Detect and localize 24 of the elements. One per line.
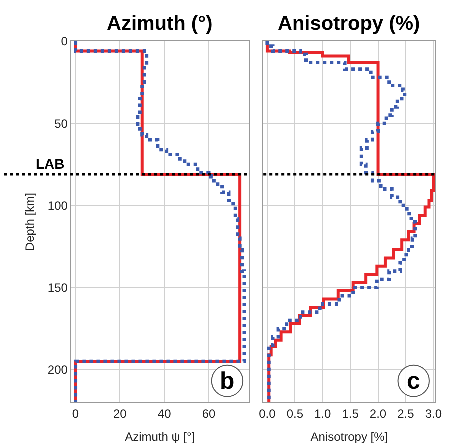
y-tick-label: 0 <box>61 34 68 49</box>
annotation: b <box>220 368 235 395</box>
x-tick-label: 2.0 <box>370 407 387 422</box>
x-tick-label: 1.5 <box>342 407 360 422</box>
chart-title: Anisotropy (%) <box>278 13 420 35</box>
y-tick-label: 200 <box>48 363 68 378</box>
x-tick-label: 2.5 <box>398 407 415 422</box>
x-axis-title: Azimuth ψ [°] <box>125 430 196 444</box>
y-tick-label: 50 <box>54 116 68 131</box>
x-tick-label: 1.0 <box>314 407 332 422</box>
x-tick-label: 40 <box>158 407 172 422</box>
annotation: c <box>407 368 420 395</box>
x-tick-label: 60 <box>202 407 216 422</box>
x-tick-label: 3.0 <box>425 407 442 422</box>
y-tick-label: 150 <box>48 280 68 295</box>
y-tick-label: 100 <box>48 198 68 213</box>
x-tick-label: 0.5 <box>286 407 304 422</box>
y-axis-title: Depth [km] <box>23 193 38 252</box>
x-tick-label: 0 <box>72 407 80 422</box>
x-axis-title: Anisotropy [%] <box>310 430 388 444</box>
ref-line-label: LAB <box>36 156 65 172</box>
x-tick-label: 0.0 <box>259 407 276 422</box>
chart-title: Azimuth (°) <box>107 13 213 35</box>
x-tick-label: 20 <box>113 407 128 422</box>
